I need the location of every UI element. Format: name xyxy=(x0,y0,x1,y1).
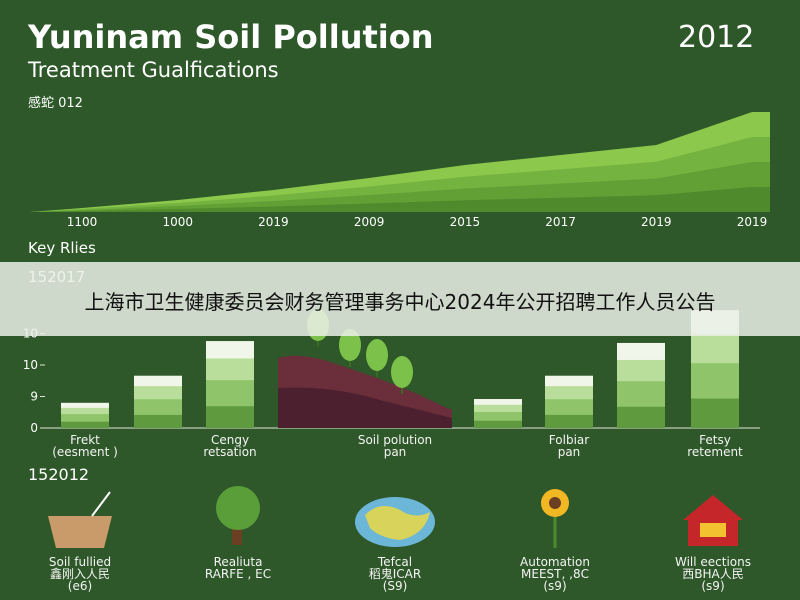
icon-label: Will eections 西BHA人民 (s9) xyxy=(674,555,752,593)
note: 感蛇 012 xyxy=(28,96,83,111)
hill-layer xyxy=(278,387,452,428)
bar-band xyxy=(206,406,254,428)
bar-band xyxy=(617,406,665,428)
tree-leaf xyxy=(366,339,388,371)
icon-tree xyxy=(216,486,260,530)
x-tick-label: Folbiar pan xyxy=(548,433,590,459)
subtitle: Treatment Gualfications xyxy=(28,58,279,82)
bar-band xyxy=(545,414,593,428)
icon-label: Soil fullied 鑫刚入人民 (e6) xyxy=(48,555,112,593)
icon-window xyxy=(700,523,726,537)
x-tick-label: Fetsy retement xyxy=(687,433,743,459)
icon-label: Realiuta RARFE , EC xyxy=(204,555,272,581)
bar-band xyxy=(61,421,109,428)
icon-flower-center xyxy=(549,497,561,509)
y-tick-label: 10 xyxy=(23,358,38,372)
x-tick-label: 2015 xyxy=(450,215,481,229)
icon-trunk xyxy=(232,515,242,545)
icons-title: 152012 xyxy=(28,465,90,484)
icon-basket xyxy=(48,516,112,548)
x-tick-label: 2019 xyxy=(737,215,768,229)
x-tick-label: 2019 xyxy=(258,215,289,229)
tree-leaf xyxy=(339,329,361,361)
icon-roof xyxy=(683,495,743,520)
x-tick-label: 2017 xyxy=(545,215,576,229)
icon-land xyxy=(365,506,430,540)
banner: 上海市卫生健康委员会财务管理事务中心2024年公开招聘工作人员公告 xyxy=(0,262,800,336)
x-tick-label: 1000 xyxy=(162,215,193,229)
y-tick-label: 9 xyxy=(30,390,38,404)
x-tick-label: 2019 xyxy=(641,215,672,229)
section-title: Key Rlies xyxy=(28,239,96,257)
x-tick-label: Frekt (eesment ) xyxy=(52,433,118,459)
x-tick-label: 2009 xyxy=(354,215,385,229)
year: 2012 xyxy=(678,20,755,55)
annotation: Soil polution pan xyxy=(357,433,433,459)
bar-band xyxy=(691,398,739,428)
bar-band xyxy=(474,420,522,428)
icon-shovel xyxy=(91,491,111,517)
icon-label: Tefcal 稻鬼ICAR (S9) xyxy=(368,555,422,593)
title: Yuninam Soil Pollution xyxy=(28,18,434,56)
icon-label: Automation MEEST, ,8C (s9) xyxy=(520,555,590,593)
y-tick-label: 0 xyxy=(30,421,38,435)
banner-text: 上海市卫生健康委员会财务管理事务中心2024年公开招聘工作人员公告 xyxy=(84,290,716,314)
x-tick-label: Cengy retsation xyxy=(203,433,257,459)
tree-leaf xyxy=(391,356,413,388)
x-tick-label: 1100 xyxy=(67,215,98,229)
bar-band xyxy=(134,414,182,428)
area-band xyxy=(30,187,770,212)
